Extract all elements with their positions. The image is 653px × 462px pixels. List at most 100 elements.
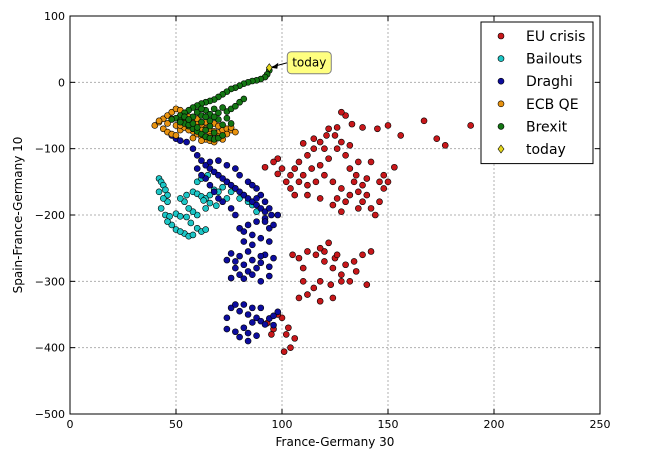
data-point <box>304 191 311 199</box>
legend-marker <box>497 55 505 62</box>
data-point <box>291 335 299 342</box>
data-point <box>215 195 222 202</box>
data-point <box>210 188 218 196</box>
data-point <box>316 161 324 169</box>
data-point <box>206 181 214 189</box>
data-point <box>270 321 277 329</box>
data-point <box>265 63 273 73</box>
data-point <box>176 137 184 145</box>
data-point <box>189 145 197 152</box>
legend-marker <box>497 77 505 85</box>
data-point <box>193 165 201 172</box>
data-point <box>363 281 371 288</box>
data-point <box>212 202 220 210</box>
data-point <box>206 122 214 130</box>
data-point <box>348 120 356 128</box>
data-point <box>227 274 235 282</box>
series-draghi <box>168 132 282 345</box>
data-point <box>210 113 218 121</box>
data-point <box>321 171 328 179</box>
data-point <box>210 129 218 137</box>
data-point <box>367 248 375 255</box>
data-point <box>289 251 296 259</box>
data-point <box>249 319 256 326</box>
y-tick-label: −400 <box>35 342 65 355</box>
data-point <box>274 211 282 219</box>
data-point <box>232 328 239 336</box>
data-point <box>384 178 392 186</box>
data-point <box>316 297 324 305</box>
data-point <box>193 124 201 131</box>
data-point <box>299 278 307 285</box>
data-point <box>240 238 248 245</box>
data-point <box>193 152 201 159</box>
data-point <box>185 205 193 212</box>
data-point <box>257 278 265 285</box>
y-tick-label: −100 <box>35 143 65 156</box>
data-point <box>223 314 231 322</box>
legend-label: Draghi <box>526 74 573 90</box>
data-point <box>232 102 239 110</box>
data-point <box>346 142 354 149</box>
data-point <box>352 268 360 275</box>
legend-marker <box>497 32 505 40</box>
data-point <box>376 198 383 206</box>
data-point <box>338 138 345 146</box>
data-point <box>333 195 341 202</box>
data-point <box>240 324 248 332</box>
data-point <box>270 221 277 229</box>
data-point <box>240 95 248 103</box>
data-point <box>223 161 231 169</box>
data-point <box>338 185 345 192</box>
data-point <box>265 263 273 271</box>
data-point <box>257 234 265 242</box>
data-point <box>219 121 226 129</box>
data-point <box>202 113 209 121</box>
data-point <box>240 301 248 308</box>
data-point <box>198 171 205 179</box>
data-point <box>312 178 320 186</box>
data-point <box>338 208 345 215</box>
data-point <box>329 201 337 209</box>
data-point <box>285 324 292 332</box>
x-tick-label: 0 <box>67 418 74 431</box>
data-point <box>359 198 366 206</box>
data-point <box>200 197 207 204</box>
data-point <box>189 120 197 127</box>
data-point <box>176 213 184 220</box>
data-point <box>467 122 474 129</box>
data-point <box>268 331 275 338</box>
data-point <box>291 191 299 199</box>
legend-marker <box>497 123 505 130</box>
data-point <box>282 331 290 338</box>
data-point <box>249 256 256 264</box>
data-point <box>215 109 222 117</box>
x-tick-label: 200 <box>484 418 505 431</box>
data-point <box>321 145 328 152</box>
data-point <box>265 205 273 212</box>
data-point <box>278 165 286 172</box>
data-point <box>338 278 345 285</box>
data-point <box>185 116 193 123</box>
data-point <box>352 171 360 179</box>
legend-marker <box>497 144 505 154</box>
data-point <box>312 251 320 259</box>
series-today <box>265 63 273 73</box>
data-point <box>198 105 205 113</box>
data-point <box>270 312 277 320</box>
data-point <box>232 258 239 265</box>
data-point <box>206 158 214 166</box>
data-point <box>333 145 341 152</box>
data-point <box>338 108 345 116</box>
data-point <box>346 165 354 172</box>
data-point <box>359 251 366 259</box>
data-point <box>359 124 366 131</box>
data-point <box>274 170 282 178</box>
data-point <box>227 250 235 257</box>
data-point <box>227 205 235 212</box>
axis-ticks: 0 50 100 150 200 250 100 0 −100 −200 −300 −400 −500 <box>35 10 611 431</box>
data-point <box>232 128 239 136</box>
data-point <box>244 329 252 337</box>
data-point <box>155 117 163 125</box>
